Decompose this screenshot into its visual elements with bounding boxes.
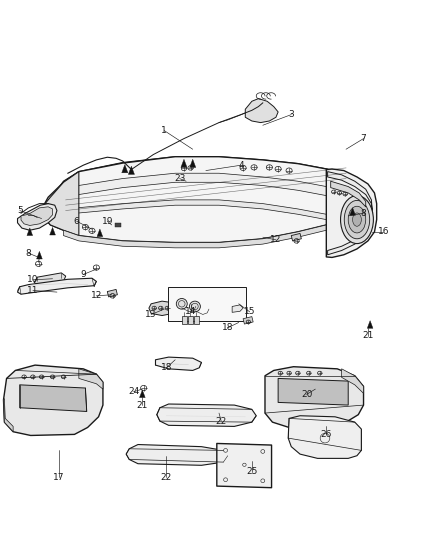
Polygon shape — [367, 321, 373, 328]
Polygon shape — [245, 99, 278, 123]
Text: 25: 25 — [246, 467, 258, 476]
Polygon shape — [326, 169, 377, 257]
Text: 14: 14 — [185, 308, 196, 316]
Text: 1: 1 — [161, 126, 167, 135]
Ellipse shape — [340, 196, 373, 244]
Text: 3: 3 — [288, 110, 294, 119]
Polygon shape — [4, 365, 103, 435]
Polygon shape — [291, 233, 301, 241]
Polygon shape — [350, 208, 356, 215]
Polygon shape — [149, 301, 175, 316]
Polygon shape — [18, 278, 96, 294]
Text: 12: 12 — [91, 292, 102, 300]
Text: 9: 9 — [80, 270, 86, 279]
Ellipse shape — [344, 200, 370, 239]
Polygon shape — [128, 166, 134, 174]
Text: 13: 13 — [145, 310, 157, 319]
Polygon shape — [181, 159, 187, 167]
Polygon shape — [342, 369, 364, 393]
Text: 8: 8 — [360, 209, 367, 217]
Polygon shape — [278, 378, 348, 405]
Polygon shape — [217, 443, 272, 488]
Text: 23: 23 — [174, 174, 185, 183]
Polygon shape — [4, 399, 13, 432]
Text: 8: 8 — [25, 249, 32, 257]
Polygon shape — [346, 175, 359, 220]
Text: 22: 22 — [215, 417, 227, 425]
Polygon shape — [265, 367, 364, 427]
Polygon shape — [20, 385, 87, 411]
Text: 12: 12 — [270, 236, 282, 244]
Polygon shape — [50, 157, 357, 203]
Text: 7: 7 — [360, 134, 367, 143]
Text: 22: 22 — [161, 473, 172, 481]
Polygon shape — [107, 289, 117, 297]
Text: 26: 26 — [321, 430, 332, 439]
Text: 20: 20 — [301, 390, 312, 399]
Text: 21: 21 — [362, 332, 374, 340]
FancyBboxPatch shape — [188, 316, 193, 324]
Polygon shape — [328, 172, 372, 255]
Polygon shape — [79, 369, 103, 389]
FancyBboxPatch shape — [168, 287, 246, 321]
Polygon shape — [36, 252, 42, 259]
Polygon shape — [331, 181, 366, 207]
FancyBboxPatch shape — [194, 316, 199, 324]
Text: 6: 6 — [74, 217, 80, 225]
Text: 17: 17 — [53, 473, 65, 481]
Polygon shape — [157, 404, 256, 426]
Polygon shape — [97, 229, 102, 237]
Polygon shape — [232, 305, 243, 312]
Polygon shape — [50, 163, 350, 205]
FancyBboxPatch shape — [182, 316, 187, 324]
Ellipse shape — [189, 301, 200, 312]
Text: 18: 18 — [222, 324, 233, 332]
Text: 4: 4 — [238, 161, 244, 169]
Polygon shape — [288, 416, 361, 458]
Polygon shape — [126, 445, 228, 465]
Text: 24: 24 — [128, 387, 139, 396]
Text: 5: 5 — [17, 206, 23, 215]
Polygon shape — [21, 207, 53, 225]
Text: 15: 15 — [244, 308, 255, 316]
Ellipse shape — [353, 213, 361, 227]
Polygon shape — [18, 204, 57, 230]
Polygon shape — [44, 172, 79, 236]
FancyBboxPatch shape — [115, 223, 121, 227]
Polygon shape — [49, 228, 55, 235]
Text: 10: 10 — [27, 276, 39, 284]
Text: 19: 19 — [102, 217, 113, 225]
Polygon shape — [27, 228, 33, 236]
Polygon shape — [139, 390, 145, 398]
Polygon shape — [243, 317, 253, 324]
Text: 18: 18 — [161, 364, 172, 372]
Text: 16: 16 — [378, 228, 389, 236]
Ellipse shape — [176, 298, 187, 309]
Polygon shape — [34, 273, 66, 286]
Polygon shape — [64, 220, 346, 248]
Polygon shape — [190, 159, 196, 167]
Polygon shape — [64, 200, 346, 225]
Polygon shape — [155, 357, 201, 370]
Polygon shape — [66, 173, 346, 201]
Polygon shape — [44, 157, 359, 243]
Text: 11: 11 — [27, 286, 39, 295]
Text: 21: 21 — [137, 401, 148, 409]
Ellipse shape — [348, 206, 366, 233]
Polygon shape — [122, 165, 128, 173]
